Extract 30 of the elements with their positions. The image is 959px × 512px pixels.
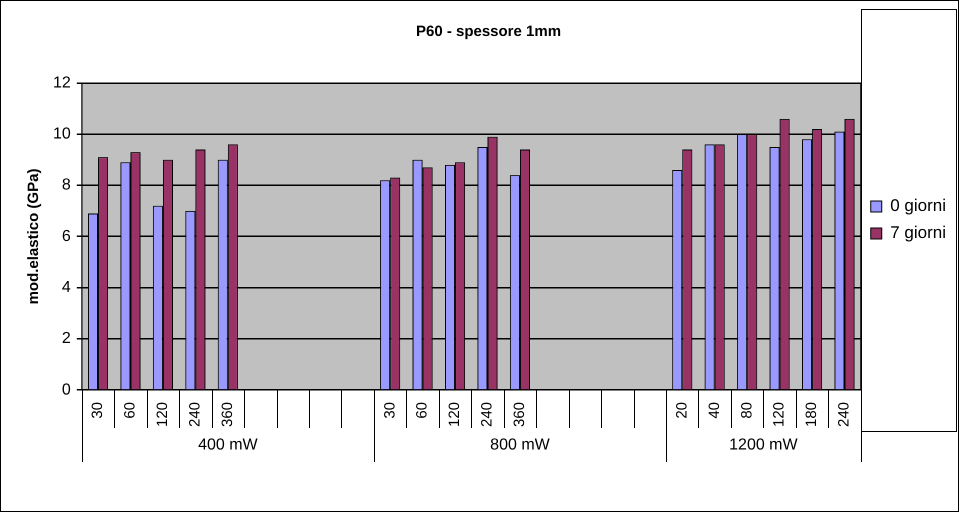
- x-tick-label: 240: [836, 402, 853, 428]
- y-tick-label: 0: [62, 381, 71, 398]
- x-tick-label: 30: [89, 402, 106, 419]
- x-tick-label: 20: [673, 402, 690, 419]
- x-tick-label: 240: [478, 402, 496, 428]
- x-tick-label: 360: [511, 402, 528, 428]
- text: 800 mW: [490, 436, 551, 454]
- y-tick-label: 12: [53, 74, 71, 92]
- legend-label: 0 giorni: [890, 196, 946, 216]
- chart-title: P60 - spessore 1mm: [416, 23, 562, 40]
- y-tick-label: 6: [62, 228, 71, 245]
- x-tick-label: 60: [414, 402, 431, 419]
- x-tick-label: 240: [186, 402, 204, 428]
- y-axis-title: mod.elastico (GPa): [25, 168, 42, 304]
- x-tick-label: 120: [154, 402, 172, 428]
- legend-label: 7 giorni: [890, 223, 946, 242]
- x-tick-label: 60: [122, 402, 139, 419]
- x-tick-label: 180: [803, 402, 820, 428]
- y-tick-label: 10: [53, 126, 71, 143]
- x-tick-label: 360: [218, 402, 236, 428]
- text: 400 mW: [198, 436, 259, 454]
- x-tick-label: 40: [706, 402, 723, 419]
- text: 1200 mW: [729, 436, 799, 454]
- x-tick-label: 120: [446, 402, 464, 428]
- x-tick-label: 80: [738, 402, 756, 419]
- y-tick-label: 4: [62, 279, 71, 296]
- x-tick-label: 120: [770, 402, 788, 428]
- x-tick-label: 30: [381, 402, 398, 419]
- y-tick-label: 8: [62, 176, 71, 194]
- y-tick-label: 2: [62, 330, 71, 348]
